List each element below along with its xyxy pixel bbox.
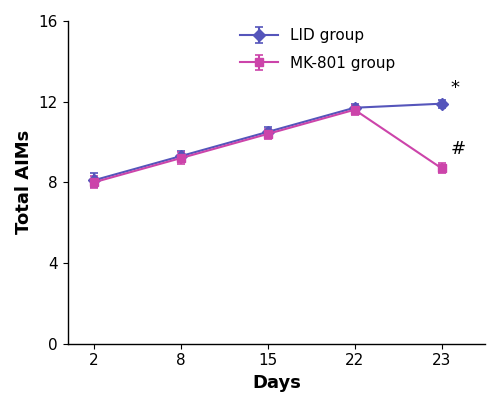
Text: *: *: [450, 79, 459, 96]
Text: #: #: [450, 140, 466, 158]
Legend: LID group, MK-801 group: LID group, MK-801 group: [234, 22, 402, 77]
X-axis label: Days: Days: [252, 374, 301, 392]
Y-axis label: Total AIMs: Total AIMs: [15, 130, 33, 234]
